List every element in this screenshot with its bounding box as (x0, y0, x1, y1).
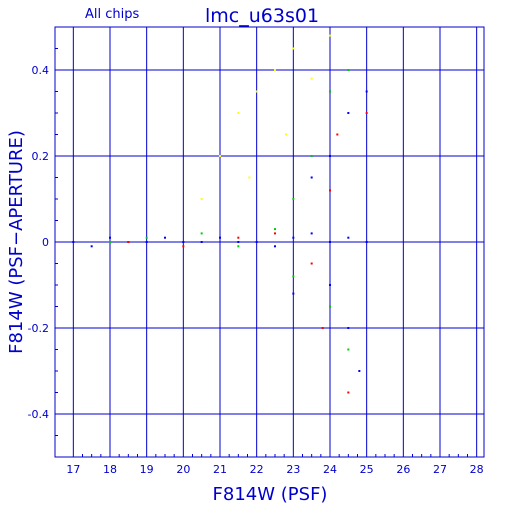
data-point (365, 112, 368, 114)
data-point (329, 241, 331, 243)
x-axis-label: F814W (PSF) (213, 484, 328, 505)
data-point (237, 245, 240, 248)
data-point (329, 305, 331, 308)
data-point (336, 133, 339, 136)
data-point (347, 236, 350, 239)
data-point (292, 275, 295, 278)
y-tick-label: 0.4 (32, 64, 50, 77)
data-point (274, 245, 276, 248)
data-point (329, 90, 331, 93)
y-tick-label: -0.4 (28, 408, 49, 421)
x-tick-label: 22 (250, 463, 264, 476)
chart-title: lmc_u63s01 (205, 5, 319, 27)
x-tick-label: 21 (213, 463, 227, 476)
data-point (310, 232, 313, 235)
data-point (200, 232, 203, 235)
data-point (365, 90, 368, 93)
data-point (90, 245, 93, 248)
y-tick-label: -0.2 (28, 322, 49, 335)
x-tick-label: 18 (103, 463, 117, 476)
data-point (109, 241, 111, 243)
data-point (365, 241, 368, 243)
data-point (310, 77, 313, 80)
x-tick-label: 26 (396, 463, 410, 476)
data-point (200, 198, 203, 200)
data-point (248, 176, 251, 179)
x-tick-label: 27 (433, 463, 447, 476)
data-point (237, 241, 240, 243)
data-point (182, 241, 185, 243)
x-tick-label: 25 (360, 463, 374, 476)
x-axis-ticks: 17 18 19 20 21 22 23 24 25 26 27 28 (66, 454, 484, 476)
data-point (310, 262, 313, 265)
data-point (237, 112, 240, 114)
data-point (292, 47, 295, 50)
data-point (255, 90, 258, 93)
data-point (72, 241, 75, 243)
data-point (347, 327, 350, 329)
x-tick-label: 20 (176, 463, 190, 476)
x-tick-label: 19 (140, 463, 154, 476)
grid-lines (55, 27, 484, 457)
data-point (347, 391, 350, 394)
data-point (182, 245, 185, 248)
data-point (310, 176, 313, 179)
data-point (237, 236, 240, 239)
data-point (321, 327, 324, 329)
y-tick-label: 0 (42, 236, 49, 249)
data-point (200, 241, 203, 243)
y-axis-label: F814W (PSF−APERTURE) (6, 130, 27, 354)
data-point (145, 236, 148, 239)
chart-subtitle: All chips (85, 7, 139, 22)
data-point (127, 241, 130, 243)
data-point (292, 292, 295, 295)
y-axis-ticks: -0.4 -0.2 0 0.2 0.4 (28, 26, 58, 458)
data-points (72, 34, 368, 394)
data-point (292, 198, 295, 200)
data-point (164, 236, 166, 239)
data-point (255, 241, 258, 243)
data-point (145, 241, 148, 243)
data-point (310, 155, 313, 157)
data-point (274, 228, 276, 231)
data-point (329, 34, 331, 37)
data-point (274, 232, 276, 235)
data-point (274, 69, 276, 71)
data-point (347, 348, 350, 351)
data-point (329, 189, 331, 192)
data-point (329, 155, 331, 157)
data-point (285, 133, 287, 136)
x-tick-label: 24 (323, 463, 337, 476)
data-point (109, 236, 111, 239)
data-point (347, 69, 350, 71)
data-point (347, 112, 350, 114)
data-point (292, 236, 295, 239)
data-point (219, 155, 221, 157)
y-tick-label: 0.2 (32, 150, 50, 163)
x-tick-label: 28 (470, 463, 484, 476)
x-tick-label: 23 (286, 463, 300, 476)
data-point (358, 370, 361, 372)
data-point (329, 284, 331, 286)
x-tick-label: 17 (66, 463, 80, 476)
data-point (219, 236, 221, 239)
